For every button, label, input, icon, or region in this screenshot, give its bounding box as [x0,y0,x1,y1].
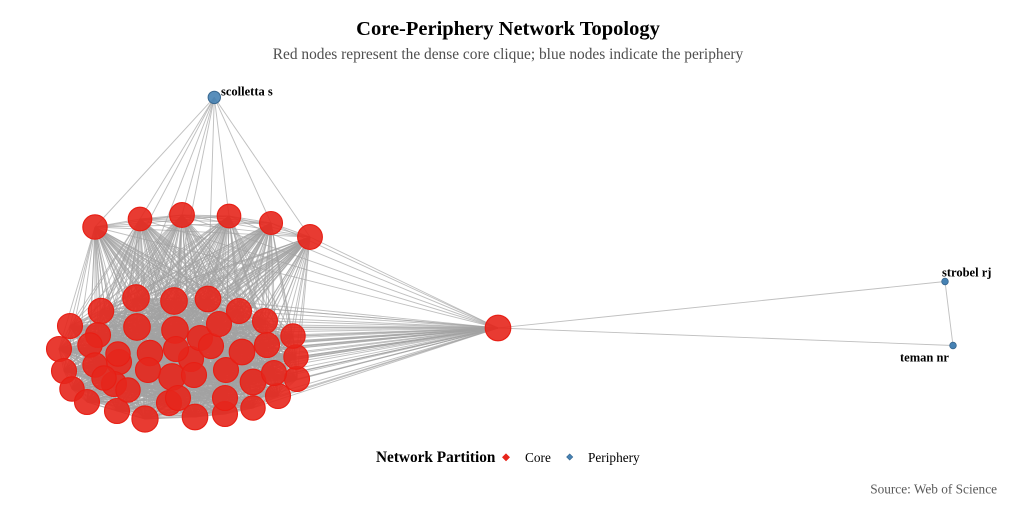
svg-text:Core: Core [525,450,551,465]
svg-text:Network Partition: Network Partition [376,449,496,466]
svg-text:teman nr: teman nr [900,351,949,365]
svg-text:Red nodes represent the dense: Red nodes represent the dense core cliqu… [273,46,744,63]
svg-text:scolletta s: scolletta s [221,85,273,99]
svg-text:Core-Periphery Network Topolog: Core-Periphery Network Topology [356,18,660,40]
svg-text:Periphery: Periphery [588,450,640,465]
svg-text:strobel rj: strobel rj [942,266,991,280]
svg-text:Source: Web of Science: Source: Web of Science [870,482,997,497]
